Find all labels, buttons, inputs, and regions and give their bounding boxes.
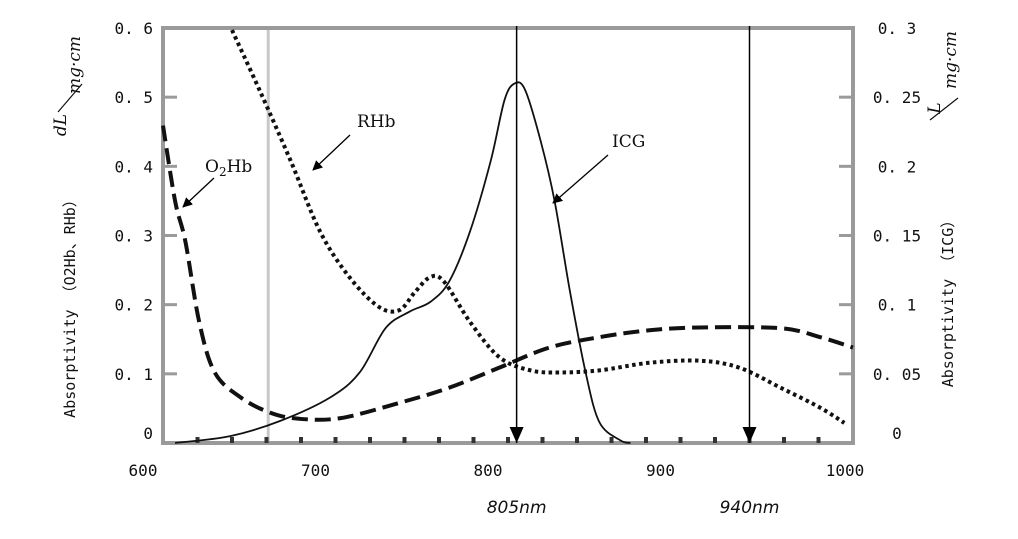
right-tick-label: 0. 2 [878, 157, 917, 176]
series-line-rhb [230, 29, 846, 425]
right-axis-unit-numerator: L [925, 102, 945, 114]
right-tick-label: 0. 05 [873, 365, 921, 384]
left-tick-label: 0. 6 [114, 19, 153, 38]
annotation-icg-arrow [552, 154, 609, 204]
left-tick-label: 0. 1 [114, 365, 153, 384]
right-tick-label: 0 [892, 424, 902, 443]
right-tick-label: 0. 3 [878, 19, 917, 38]
x-tick-label: 900 [646, 461, 675, 480]
wavelength-marker-label: 805nm [487, 498, 547, 518]
right-tick-label: 0. 25 [873, 88, 921, 107]
annotation-rhb: RHb [357, 112, 396, 132]
right-tick-label: 0. 1 [878, 296, 917, 315]
annotation-o2hb-rest: Hb [227, 157, 253, 177]
left-tick-label: 0. 4 [114, 157, 153, 176]
right-tick-label: 0. 15 [873, 227, 921, 246]
x-tick-label: 700 [301, 461, 330, 480]
left-tick-label: 0. 5 [114, 88, 153, 107]
annotation-rhb-arrow [312, 134, 351, 171]
series-line-icg [174, 81, 631, 444]
annotation-o2hb-arrow [182, 177, 215, 208]
series-line-o2hb [161, 125, 854, 422]
annotation-icg: ICG [612, 132, 645, 152]
left-tick-label: 0 [143, 424, 153, 443]
x-tick-label: 800 [474, 461, 503, 480]
annotation-o2hb: O2Hb [205, 157, 252, 179]
wavelength-marker-label: 940nm [720, 498, 780, 518]
left-axis-unit-numerator: dL [51, 114, 71, 136]
right-axis-unit-slash [929, 97, 959, 121]
left-tick-label: 0. 3 [114, 227, 153, 246]
x-tick-label: 600 [129, 461, 158, 480]
left-tick-label: 0. 2 [114, 296, 153, 315]
left-axis-unit-slash [57, 83, 83, 113]
right-axis-unit-denominator: mg·cm [941, 31, 961, 89]
annotation-o2hb-sub: 2 [219, 165, 227, 179]
left-axis-title: Absorptivity （O2Hb、RHb） [61, 192, 79, 418]
x-tick-label: 1000 [826, 461, 865, 480]
annotation-o2hb-base: O [205, 157, 219, 177]
left-axis-unit-denominator: mg·cm [65, 36, 85, 94]
right-axis-title: Absorptivity （ICG） [939, 213, 957, 388]
